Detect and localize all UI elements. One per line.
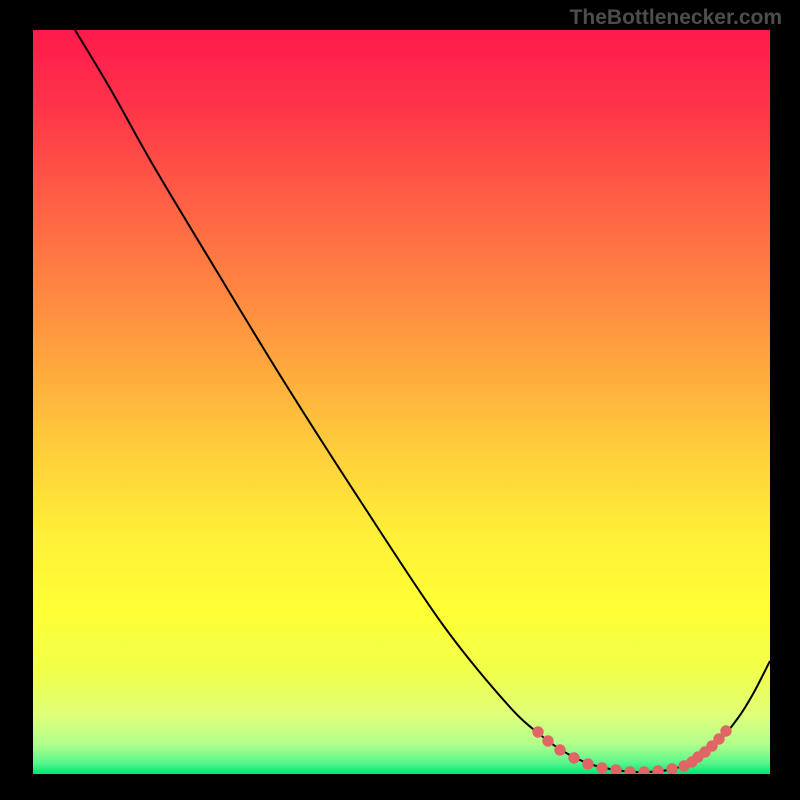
optimal-range-marker: [721, 726, 731, 736]
optimal-range-marker: [597, 763, 607, 773]
optimal-range-marker: [653, 766, 663, 774]
optimal-range-marker: [667, 764, 677, 774]
plot-area: [33, 30, 770, 774]
chart-svg: [33, 30, 770, 774]
optimal-range-marker: [625, 767, 635, 774]
optimal-range-marker: [543, 736, 553, 746]
optimal-range-marker: [555, 745, 565, 755]
optimal-range-marker: [639, 767, 649, 774]
optimal-range-marker: [533, 727, 543, 737]
optimal-range-marker: [611, 765, 621, 774]
optimal-range-marker: [569, 753, 579, 763]
optimal-range-marker: [583, 759, 593, 769]
watermark-text: TheBottlenecker.com: [570, 6, 782, 30]
bottleneck-curve: [75, 30, 770, 772]
